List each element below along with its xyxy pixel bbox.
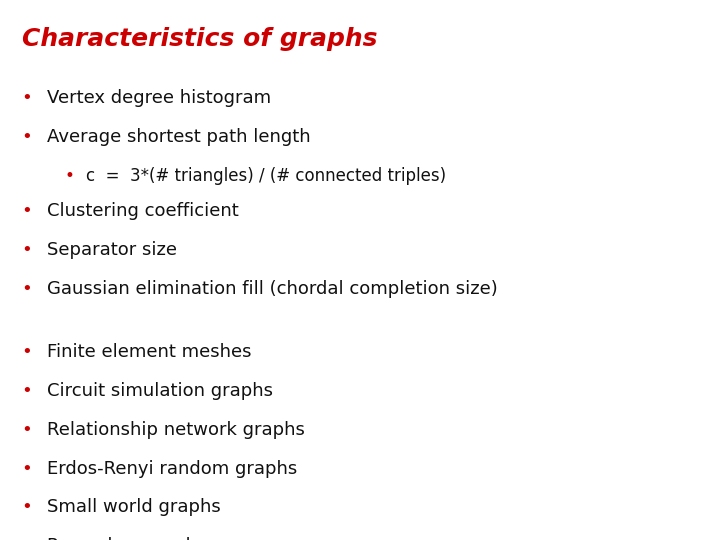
- Text: •: •: [22, 241, 32, 259]
- Text: Power law graphs: Power law graphs: [47, 537, 206, 540]
- Text: •: •: [22, 280, 32, 298]
- Text: •: •: [22, 537, 32, 540]
- Text: •: •: [22, 460, 32, 477]
- Text: •: •: [22, 421, 32, 438]
- Text: Relationship network graphs: Relationship network graphs: [47, 421, 305, 438]
- Text: •: •: [22, 498, 32, 516]
- Text: •: •: [22, 343, 32, 361]
- Text: Gaussian elimination fill (chordal completion size): Gaussian elimination fill (chordal compl…: [47, 280, 498, 298]
- Text: •: •: [65, 167, 75, 185]
- Text: •: •: [22, 89, 32, 107]
- Text: •: •: [22, 382, 32, 400]
- Text: •: •: [22, 202, 32, 220]
- Text: Small world graphs: Small world graphs: [47, 498, 220, 516]
- Text: Vertex degree histogram: Vertex degree histogram: [47, 89, 271, 107]
- Text: Erdos-Renyi random graphs: Erdos-Renyi random graphs: [47, 460, 297, 477]
- Text: Average shortest path length: Average shortest path length: [47, 128, 310, 146]
- Text: Characteristics of graphs: Characteristics of graphs: [22, 27, 377, 51]
- Text: Circuit simulation graphs: Circuit simulation graphs: [47, 382, 273, 400]
- Text: •: •: [22, 128, 32, 146]
- Text: c  =  3*(# triangles) / (# connected triples): c = 3*(# triangles) / (# connected tripl…: [86, 167, 446, 185]
- Text: Clustering coefficient: Clustering coefficient: [47, 202, 238, 220]
- Text: Finite element meshes: Finite element meshes: [47, 343, 251, 361]
- Text: Separator size: Separator size: [47, 241, 177, 259]
